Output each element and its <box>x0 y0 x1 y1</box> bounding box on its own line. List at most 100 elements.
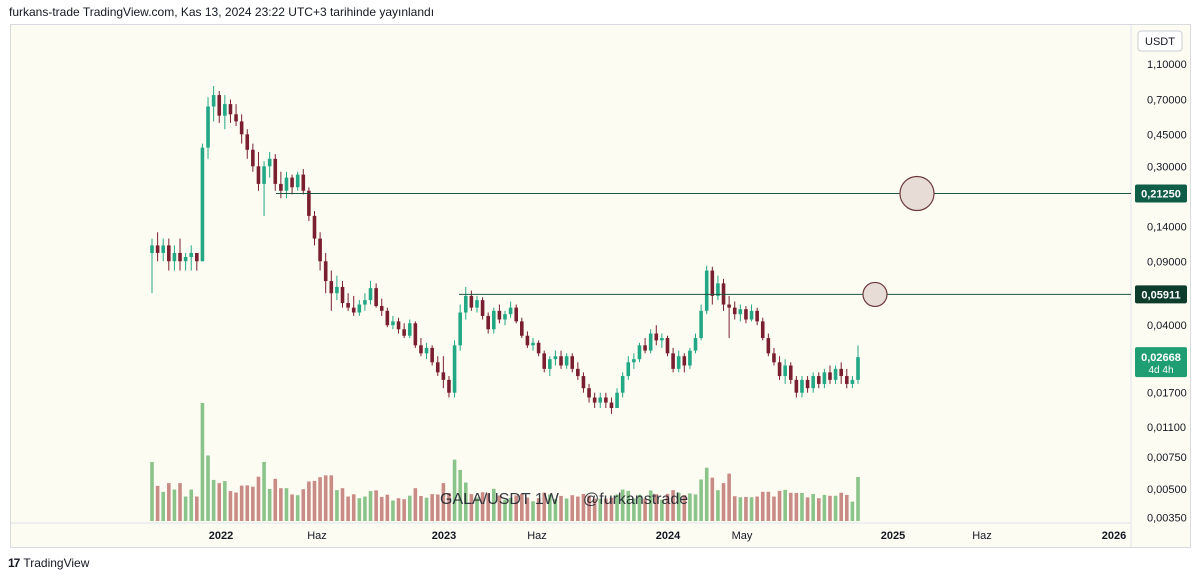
candle-body <box>251 149 255 167</box>
volume-bar <box>217 483 222 521</box>
volume-bar <box>615 494 619 521</box>
candle-body <box>211 95 216 107</box>
candle-body <box>295 174 300 188</box>
candle-body <box>172 252 177 262</box>
volume-bar <box>463 482 468 521</box>
level-price-label: 0,05911 <box>1141 289 1180 301</box>
candle-body <box>777 362 782 377</box>
x-tick-label: Haz <box>972 530 992 542</box>
candle-body <box>183 256 188 262</box>
candle-body <box>262 166 266 184</box>
volume-bar <box>542 492 547 521</box>
candle-body <box>581 376 586 389</box>
x-tick-label: Haz <box>527 530 547 542</box>
volume-bar <box>458 469 462 521</box>
candle-body <box>279 183 283 191</box>
volume-bar <box>424 497 429 521</box>
price-chart[interactable]: USDT 1,10000 0,70000 0,45000 0,30000 0,14000 0… <box>11 25 1190 547</box>
volume-bar <box>766 491 771 521</box>
volume-bar <box>559 495 563 521</box>
candle-body <box>648 333 653 351</box>
volume-bar <box>251 486 255 521</box>
candle-body <box>755 310 759 322</box>
volume-bar <box>839 492 843 521</box>
y-tick-label: 0,00350 <box>1147 512 1187 524</box>
candle-body <box>329 281 334 294</box>
candle-body <box>850 379 855 384</box>
volume-bar <box>620 489 625 521</box>
candle-body <box>788 365 793 380</box>
volume-bar <box>508 497 513 521</box>
volume-bar <box>833 495 838 521</box>
footer-brand: 17 TradingView <box>8 556 89 570</box>
volume-bar <box>178 483 182 521</box>
candle-body <box>632 359 636 363</box>
candle-body <box>699 310 703 339</box>
candle-body <box>167 245 171 262</box>
volume-bar <box>744 496 748 521</box>
volume-bar <box>363 496 367 521</box>
candle-body <box>396 321 401 330</box>
volume-bar <box>284 488 289 521</box>
candle-body <box>654 333 659 341</box>
candle-body <box>150 245 154 253</box>
candle-body <box>576 368 580 377</box>
volume-bar <box>531 501 535 521</box>
candle-body <box>374 288 378 307</box>
volume-bar <box>592 498 597 521</box>
volume-bar <box>671 490 675 521</box>
volume-bar <box>822 494 827 521</box>
y-tick-label: 0,00500 <box>1147 484 1187 496</box>
candle-body <box>553 356 558 360</box>
x-tick-label: May <box>732 530 753 542</box>
candle-body <box>744 309 748 320</box>
candle-body <box>856 357 860 380</box>
volume-bar <box>520 493 524 521</box>
volume-bar <box>844 494 849 521</box>
candle-body <box>368 288 373 301</box>
volume-bar <box>335 490 339 521</box>
candle-body <box>318 238 322 262</box>
candle-body <box>189 252 194 257</box>
volume-bar <box>856 476 860 521</box>
volume-bar <box>727 473 731 521</box>
candle-body <box>542 353 547 369</box>
candle-body <box>284 177 289 191</box>
brand-label: TradingView <box>23 556 90 570</box>
candle-body <box>273 158 278 184</box>
volume-bar <box>396 498 401 521</box>
candle-body <box>693 338 698 351</box>
candle-body <box>531 342 535 346</box>
author-watermark: @furkanstrade <box>583 491 688 508</box>
volume-bar <box>419 496 423 521</box>
candle-body <box>290 177 294 188</box>
candle-body <box>671 353 675 369</box>
candle-body <box>665 338 670 354</box>
candle-body <box>200 147 205 262</box>
candle-body <box>525 335 530 346</box>
volume-bar <box>710 477 715 521</box>
candle-body <box>475 300 479 308</box>
volume-bar <box>441 483 446 521</box>
candle-body <box>559 356 563 366</box>
volume-bar <box>514 495 519 521</box>
volume-bar <box>195 496 199 521</box>
candle-body <box>435 362 440 373</box>
y-tick-label: 0,01700 <box>1147 388 1187 400</box>
candle-body <box>637 345 642 360</box>
volume-bar <box>598 498 603 521</box>
candle-body <box>402 329 406 336</box>
candle-body <box>508 307 513 315</box>
volume-bar <box>430 494 434 521</box>
y-tick-label: 0,30000 <box>1147 161 1187 173</box>
candle-body <box>564 356 569 366</box>
x-tick-label: 2026 <box>1102 530 1126 542</box>
volume-bar <box>329 475 334 521</box>
chart-frame[interactable]: USDT 1,10000 0,70000 0,45000 0,30000 0,14000 0… <box>10 24 1191 548</box>
y-tick-label: 0,14000 <box>1147 221 1187 233</box>
volume-bar <box>682 495 687 521</box>
tradingview-logo-icon: 17 <box>8 556 20 570</box>
symbol-watermark: GALA/USDT 1W <box>440 491 560 508</box>
volume-bar <box>772 496 776 521</box>
volume-bar <box>525 497 530 521</box>
